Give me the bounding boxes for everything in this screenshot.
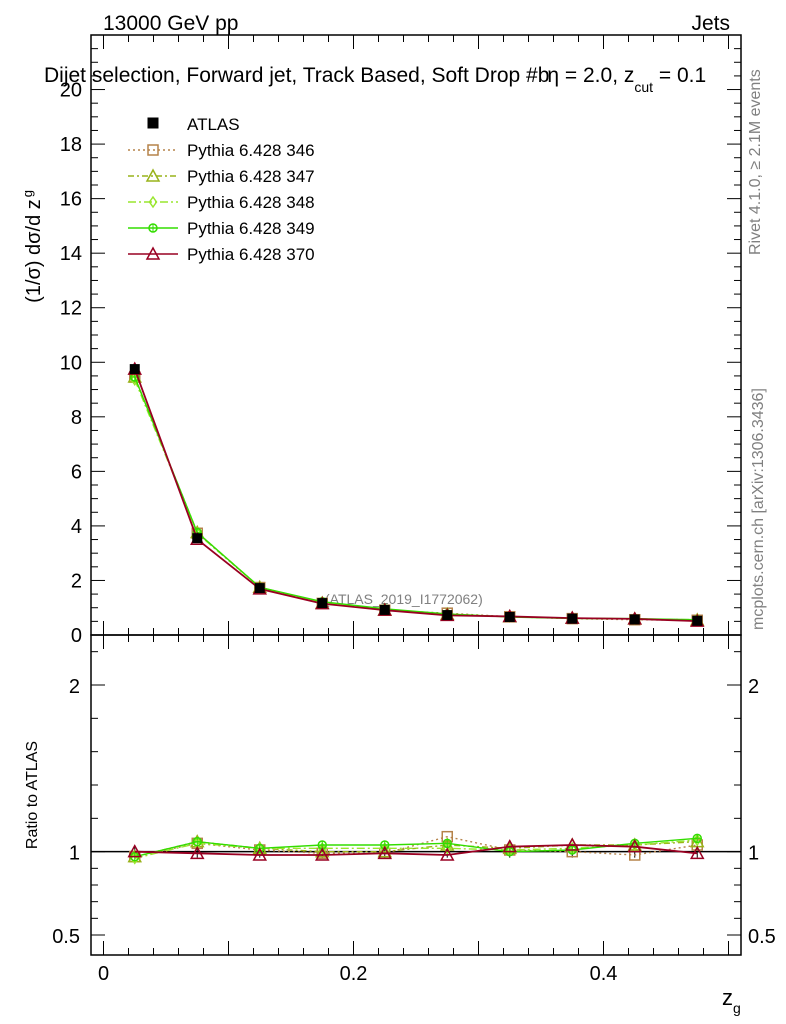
analysis-watermark: (ATLAS_2019_I1772062)	[325, 591, 483, 607]
legend-label: Pythia 6.428 349	[187, 219, 315, 238]
header-right: Jets	[691, 12, 730, 35]
atlas-data-point	[254, 583, 265, 594]
x-axis-label-sub: g	[733, 1000, 741, 1016]
atlas-data-point	[504, 612, 515, 622]
ratio-series-point	[502, 839, 518, 853]
main-y-label: (1/σ) dσ/d z g	[20, 190, 45, 303]
atlas-data-point	[192, 533, 203, 544]
legend-label: Pythia 6.428 347	[187, 167, 315, 186]
ratio-y-label: Ratio to ATLAS	[24, 741, 41, 849]
main-series	[127, 361, 705, 627]
main-series-line	[134, 376, 698, 621]
legend-marker	[148, 195, 158, 209]
ratio-frame	[90, 634, 742, 956]
ratio-series-point	[377, 845, 393, 860]
ratio-series-point	[189, 845, 205, 860]
ratio-y-tick-label-left: 2	[69, 676, 80, 698]
x-tick-label: 0.2	[340, 963, 368, 985]
legend-label: Pythia 6.428 346	[187, 141, 315, 160]
atlas-data-point	[442, 610, 453, 621]
rivet-label: Rivet 4.1.0, ≥ 2.1M events	[747, 69, 764, 255]
plot-title: Dijet selection, Forward jet, Track Base…	[44, 64, 706, 95]
main-y-tick-label: 14	[60, 243, 82, 265]
main-y-label-text: (1/σ) dσ/d z	[23, 199, 45, 303]
x-tick-label: 0	[98, 963, 109, 985]
atlas-data-point	[379, 604, 390, 615]
x-axis-label-text: z	[722, 985, 733, 1010]
ratio-series-point	[439, 847, 455, 861]
ratio-series-line	[134, 844, 698, 856]
plot-title-cut: cut	[634, 79, 653, 95]
ratio-y-tick-label-right: 0.5	[748, 926, 776, 948]
main-y-tick-label: 2	[71, 570, 82, 592]
main-y-tick-label: 8	[71, 407, 82, 429]
plot-title-eta: η = 2.0, z	[547, 64, 634, 87]
ratio-series-point	[192, 836, 202, 847]
plot-title-tail: = 0.1	[653, 64, 706, 87]
ratio-series-line	[134, 839, 698, 860]
ratio-series-point	[377, 844, 393, 858]
ratio-series-point	[689, 845, 705, 860]
legend-label: Pythia 6.428 370	[187, 245, 315, 264]
legend-label: Pythia 6.428 348	[187, 193, 315, 212]
atlas-data-point	[629, 614, 640, 625]
main-y-tick-label: 6	[71, 461, 82, 483]
legend: ATLAS Pythia 6.428 346 Pythia 6.428 347 Pyt…	[128, 115, 315, 264]
main-y-tick-label: 16	[60, 189, 82, 211]
main-series-line	[134, 376, 698, 621]
plot-title-main: Dijet selection, Forward jet, Track Base…	[44, 64, 549, 87]
ratio-y-tick-label-left: 1	[69, 843, 80, 865]
atlas-data-point	[692, 615, 703, 626]
legend-marker	[145, 168, 161, 182]
ratio-series	[127, 830, 705, 865]
atlas-data-point	[317, 598, 328, 609]
mcplots-label: mcplots.cern.ch [arXiv:1306.3436]	[750, 388, 767, 630]
atlas-data-point	[129, 364, 140, 375]
legend-marker	[147, 144, 159, 156]
ratio-series-point	[127, 844, 143, 858]
main-y-tick-label: 0	[71, 625, 82, 647]
main-y-tick-label: 20	[60, 80, 82, 102]
main-y-tick-label: 10	[60, 352, 82, 374]
x-tick-label: 0.4	[590, 963, 618, 985]
legend-marker	[145, 246, 161, 260]
ratio-series-point	[317, 842, 327, 855]
ratio-y-tick-label-left: 0.5	[52, 926, 80, 948]
legend-marker	[148, 223, 158, 233]
ratio-series-point	[314, 847, 330, 861]
ratio-y-tick-label-right: 2	[748, 676, 759, 698]
ratio-series-point	[314, 844, 330, 858]
ratio-series-line	[134, 835, 698, 858]
ratio-series-point	[627, 839, 643, 853]
main-series-line	[134, 379, 698, 621]
main-series-point	[130, 373, 140, 387]
main-y-tick-label: 4	[71, 516, 82, 538]
legend-label-atlas: ATLAS	[187, 115, 240, 134]
ratio-series-point	[255, 842, 265, 855]
main-y-tick-label: 18	[60, 134, 82, 156]
header-left: 13000 GeV pp	[103, 12, 238, 35]
ratio-series-point	[442, 838, 452, 849]
main-y-label-sub: g	[20, 190, 35, 197]
ratio-series-point	[692, 833, 702, 844]
ratio-y-tick-label-right: 1	[748, 843, 759, 865]
main-y-tick-label: 12	[60, 298, 82, 320]
ratio-series-point	[252, 847, 268, 861]
atlas-data-point	[567, 613, 578, 624]
legend-marker-atlas	[147, 117, 159, 129]
ratio-series-point	[564, 837, 580, 851]
main-series-line	[134, 376, 698, 621]
x-axis-label: zg	[722, 985, 741, 1016]
main-series-line	[133, 368, 698, 622]
